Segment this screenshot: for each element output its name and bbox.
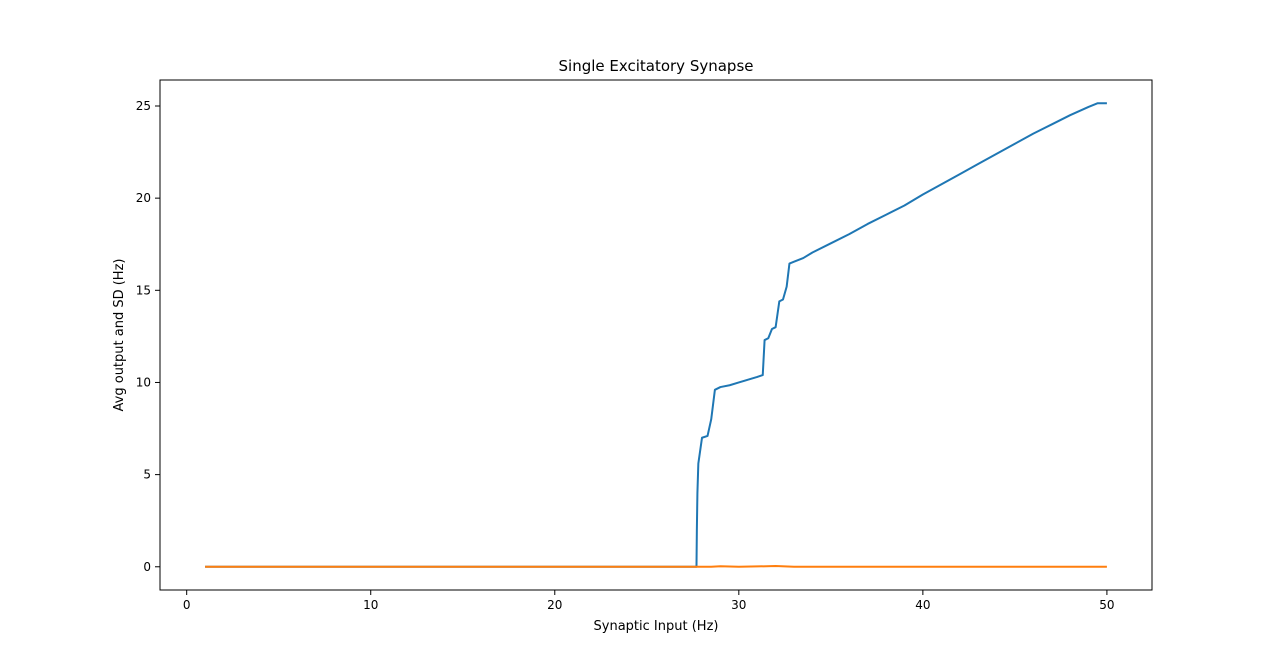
x-tick-label: 30 (731, 598, 746, 612)
y-tick-label: 25 (136, 99, 151, 113)
y-axis: 0 5 10 15 20 25 (136, 99, 160, 574)
x-tick-label: 0 (183, 598, 191, 612)
y-tick-label: 15 (136, 283, 151, 297)
y-tick-label: 5 (143, 468, 151, 482)
y-tick-label: 20 (136, 191, 151, 205)
x-axis: 0 10 20 30 40 50 (183, 590, 1115, 612)
series-line-2 (205, 565, 1107, 568)
y-axis-label: Avg output and SD (Hz) (112, 259, 127, 412)
chart-title: Single Excitatory Synapse (559, 57, 754, 75)
plot-frame (159, 79, 1153, 591)
x-axis-label: Synaptic Input (Hz) (594, 619, 719, 634)
plot-area (205, 102, 1107, 568)
x-tick-label: 20 (547, 598, 562, 612)
series-line-1 (205, 102, 1107, 568)
y-tick-label: 10 (136, 375, 151, 389)
y-tick-label: 0 (143, 560, 151, 574)
x-tick-label: 40 (915, 598, 930, 612)
x-tick-label: 10 (363, 598, 378, 612)
x-tick-label: 50 (1099, 598, 1114, 612)
